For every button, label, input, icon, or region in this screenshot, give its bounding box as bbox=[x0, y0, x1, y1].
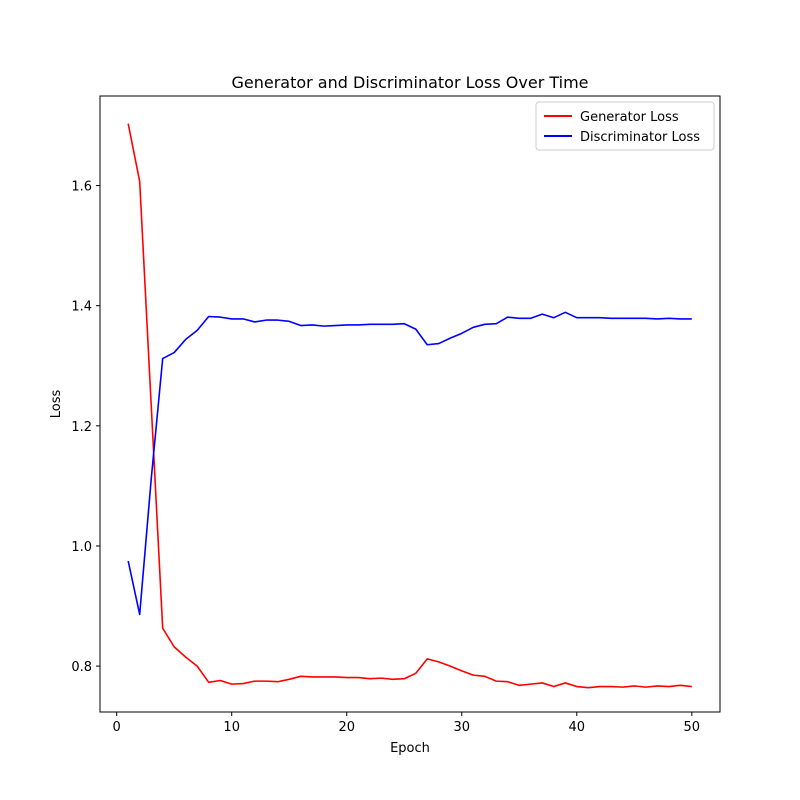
legend-label-2: Discriminator Loss bbox=[580, 130, 700, 145]
x-axis-ticks: 0 10 20 30 40 50 bbox=[113, 712, 701, 735]
series-line-1 bbox=[127, 123, 692, 689]
chart-title: Generator and Discriminator Loss Over Ti… bbox=[231, 73, 588, 92]
y-tick-label: 0.8 bbox=[71, 660, 92, 675]
plot-lines bbox=[127, 123, 692, 689]
x-tick-label: 40 bbox=[569, 720, 586, 735]
y-axis-label: Loss bbox=[49, 390, 64, 419]
series-line-2 bbox=[127, 311, 692, 616]
legend-label-1: Generator Loss bbox=[580, 110, 679, 125]
y-tick-label: 1.2 bbox=[71, 420, 92, 435]
x-tick-label: 30 bbox=[453, 720, 470, 735]
legend: Generator Loss Discriminator Loss bbox=[535, 101, 715, 151]
legend-box bbox=[535, 101, 715, 151]
x-axis-label: Epoch bbox=[390, 741, 430, 756]
y-tick-label: 1.6 bbox=[71, 180, 92, 195]
x-tick-label: 10 bbox=[223, 720, 240, 735]
axes-frame bbox=[99, 95, 721, 713]
y-axis-ticks: 0.8 1.0 1.2 1.4 1.6 bbox=[71, 180, 100, 675]
y-tick-label: 1.0 bbox=[71, 540, 92, 555]
x-tick-label: 50 bbox=[684, 720, 701, 735]
y-tick-label: 1.4 bbox=[71, 300, 92, 315]
x-tick-label: 20 bbox=[338, 720, 355, 735]
x-tick-label: 0 bbox=[113, 720, 121, 735]
